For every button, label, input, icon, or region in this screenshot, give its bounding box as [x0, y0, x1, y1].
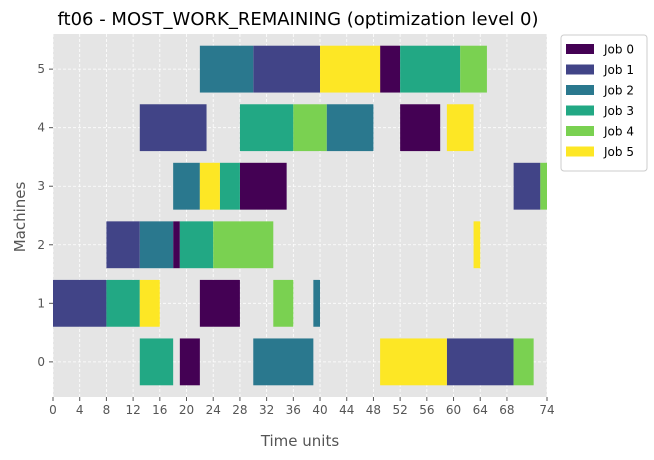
x-tick-label: 64	[473, 403, 488, 417]
task-bar	[273, 279, 294, 327]
task-bar	[293, 104, 327, 152]
legend-swatch	[566, 85, 594, 95]
task-bar	[139, 221, 174, 269]
task-bar	[139, 104, 207, 152]
legend-swatch	[566, 44, 594, 54]
task-bar	[446, 104, 474, 152]
task-bar	[513, 338, 534, 386]
y-axis-label: Machines	[11, 182, 29, 253]
x-tick-label: 28	[232, 403, 247, 417]
x-tick-label: 0	[49, 403, 57, 417]
legend: Job 0 Job 1 Job 2 Job 3 Job 4 Job 5	[560, 34, 648, 172]
task-bar	[400, 45, 461, 93]
x-tick-label: 12	[125, 403, 140, 417]
x-axis-ticks: 0 4 8 12 16 20 24 28 32 36 40 44 48 52 56 60 64 68 74	[49, 397, 555, 417]
chart-title: ft06 - MOST_WORK_REMAINING (optimization…	[58, 9, 539, 30]
task-bar	[540, 162, 547, 210]
task-bar	[253, 45, 321, 93]
task-bar	[139, 279, 160, 327]
task-bar	[219, 162, 240, 210]
task-bar	[106, 279, 140, 327]
legend-swatch	[566, 126, 594, 136]
task-bar	[139, 338, 174, 386]
x-tick-label: 40	[312, 403, 327, 417]
x-tick-label: 44	[339, 403, 354, 417]
task-bar	[199, 45, 254, 93]
x-tick-label: 52	[392, 403, 407, 417]
task-bar	[213, 221, 274, 269]
x-tick-label: 32	[259, 403, 274, 417]
x-tick-label: 56	[419, 403, 434, 417]
task-bar	[473, 221, 481, 269]
task-bar	[326, 104, 374, 152]
task-bar	[106, 221, 140, 269]
task-bar	[173, 221, 180, 269]
task-bar	[380, 45, 401, 93]
x-tick-label: 36	[286, 403, 301, 417]
task-bar	[179, 221, 214, 269]
legend-label: Job 0	[603, 43, 634, 57]
task-bar	[313, 279, 321, 327]
task-bar	[253, 338, 314, 386]
task-bar	[199, 162, 220, 210]
x-tick-label: 60	[446, 403, 461, 417]
task-bar	[239, 162, 287, 210]
plot-area	[53, 34, 547, 397]
task-bar	[239, 104, 294, 152]
x-tick-label: 20	[179, 403, 194, 417]
legend-label: Job 2	[603, 84, 634, 98]
legend-label: Job 1	[603, 63, 634, 77]
task-bar	[446, 338, 514, 386]
legend-label: Job 3	[603, 104, 634, 118]
legend-swatch	[566, 105, 594, 116]
y-tick-label: 4	[37, 121, 45, 135]
x-tick-label: 4	[76, 403, 84, 417]
y-tick-label: 1	[37, 296, 45, 310]
legend-label: Job 4	[603, 125, 634, 139]
y-tick-label: 2	[37, 238, 45, 252]
task-bar	[460, 45, 487, 93]
legend-label: Job 5	[603, 145, 634, 159]
x-tick-label: 74	[539, 403, 554, 417]
task-bar	[400, 104, 441, 152]
y-axis-ticks: 0 1 2 3 4 5	[37, 62, 53, 369]
legend-swatch	[566, 64, 594, 75]
x-axis-label: Time units	[260, 432, 340, 450]
task-bar	[173, 162, 200, 210]
x-tick-label: 8	[103, 403, 111, 417]
y-tick-label: 5	[37, 62, 45, 76]
x-tick-label: 24	[206, 403, 221, 417]
task-bar	[179, 338, 200, 386]
x-tick-label: 48	[366, 403, 381, 417]
y-tick-label: 3	[37, 179, 45, 193]
legend-swatch	[566, 146, 594, 157]
task-bar	[320, 45, 381, 93]
x-tick-label: 16	[152, 403, 167, 417]
gantt-bars	[53, 45, 547, 386]
y-tick-label: 0	[37, 355, 45, 369]
task-bar	[513, 162, 541, 210]
task-bar	[53, 279, 107, 327]
task-bar	[380, 338, 447, 386]
task-bar	[199, 279, 240, 327]
x-tick-label: 68	[499, 403, 514, 417]
